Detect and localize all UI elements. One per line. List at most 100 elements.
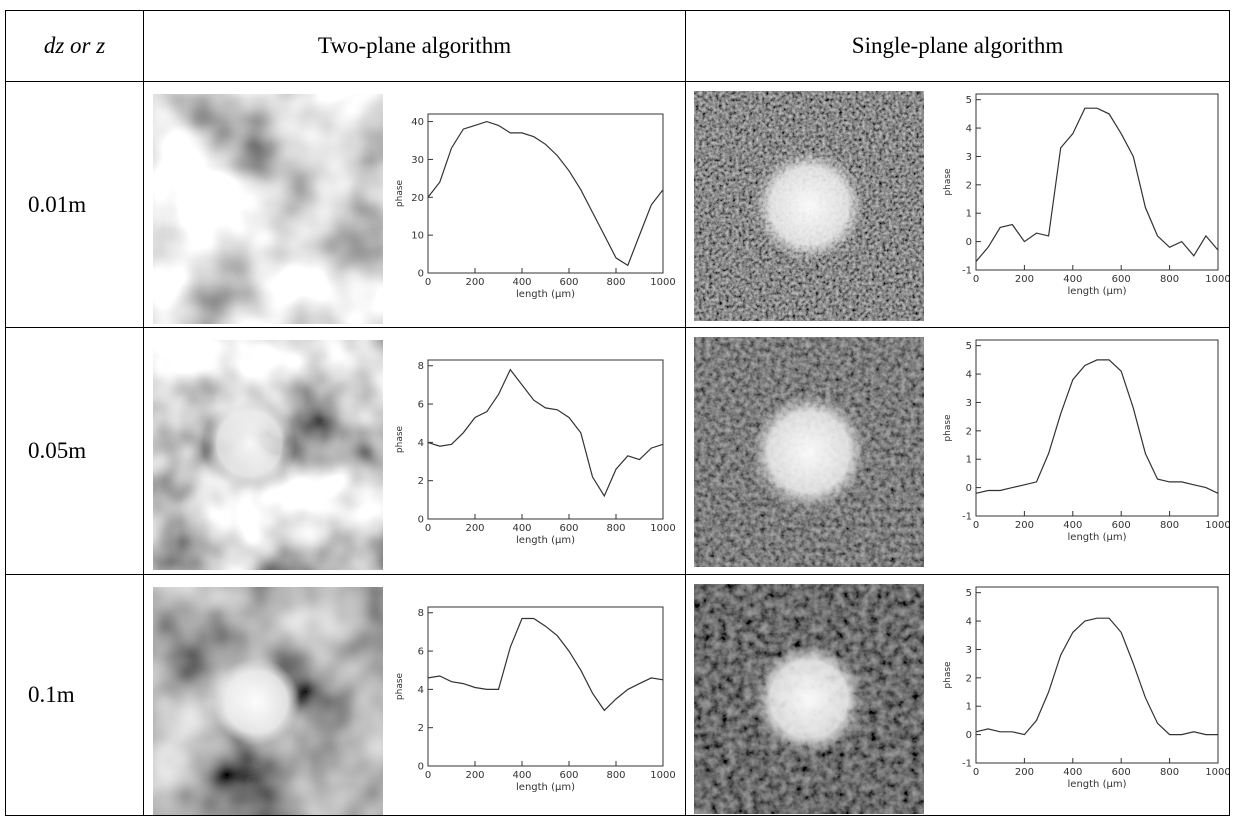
x-tick-label: 200 — [465, 770, 484, 781]
plot-frame — [975, 93, 1219, 271]
y-tick-label: -1 — [962, 512, 972, 523]
y-tick-label: 5 — [966, 588, 972, 599]
figure-cell: 0 200 400 600 800 1000 -1 0 1 2 3 4 5 length (μm) phas… — [685, 327, 1230, 575]
x-tick-label: 200 — [1015, 520, 1034, 531]
y-axis-label: phase — [395, 425, 405, 453]
y-tick-label: 4 — [966, 617, 972, 628]
table-body: dz or z Two-plane algorithm Single-plane… — [5, 10, 1230, 816]
x-tick-label: 0 — [425, 523, 431, 534]
figure-panel: 0 200 400 600 800 1000 0 2 4 6 8 length (μm) phase — [153, 340, 676, 570]
y-tick-label: -1 — [962, 266, 972, 277]
x-tick-label: 0 — [973, 520, 979, 531]
y-tick-label: 3 — [966, 152, 972, 163]
row-label: 0.05m — [5, 327, 144, 575]
plot-frame — [975, 339, 1219, 517]
x-axis-label: length (μm) — [516, 289, 575, 300]
y-tick-label: 4 — [966, 124, 972, 135]
row-label: 0.01m — [5, 81, 144, 328]
x-tick-label: 1000 — [650, 277, 675, 288]
phase-object — [754, 151, 864, 261]
y-tick-label: 10 — [411, 231, 424, 242]
y-tick-label: 5 — [966, 95, 972, 106]
table-row: 0.1m 0 200 400 600 800 1000 0 2 4 6 8 length (μm) pha… — [5, 574, 1230, 816]
header-cell: Single-plane algorithm — [685, 10, 1230, 82]
results-table: dz or z Two-plane algorithm Single-plane… — [5, 10, 1230, 816]
y-tick-label: 0 — [966, 730, 972, 741]
x-tick-label: 400 — [512, 523, 531, 534]
x-tick-label: 800 — [606, 770, 625, 781]
y-tick-label: 4 — [966, 370, 972, 381]
x-tick-label: 0 — [425, 277, 431, 288]
y-tick-label: 20 — [411, 193, 424, 204]
plot-frame — [427, 606, 664, 767]
x-tick-label: 1000 — [650, 523, 675, 534]
x-tick-label: 200 — [465, 523, 484, 534]
phase-profile — [975, 617, 1218, 736]
header-row: dz or z Two-plane algorithm Single-plane… — [5, 10, 1230, 82]
y-axis-label: phase — [943, 414, 953, 442]
phase-profile — [427, 120, 664, 267]
figure-panel: 0 200 400 600 800 1000 0 10 20 30 40 length (μm) pha… — [153, 94, 676, 324]
y-tick-label: 1 — [966, 702, 972, 713]
phase-profile — [427, 368, 664, 498]
x-tick-label: 600 — [1112, 767, 1131, 778]
x-axis-label: length (μm) — [1068, 779, 1127, 790]
y-tick-label: 5 — [966, 341, 972, 352]
x-tick-label: 800 — [1160, 274, 1179, 285]
x-tick-label: 600 — [559, 277, 578, 288]
phase-image — [153, 94, 383, 324]
phase-profile — [975, 359, 1219, 494]
y-tick-label: 4 — [418, 438, 424, 449]
y-axis-label: phase — [395, 179, 405, 207]
y-tick-label: 2 — [966, 426, 972, 437]
figure-cell: 0 200 400 600 800 1000 -1 0 1 2 3 4 5 length (μm) phas… — [685, 81, 1230, 328]
y-tick-label: 3 — [966, 645, 972, 656]
x-tick-label: 0 — [973, 767, 979, 778]
x-tick-label: 1000 — [1205, 520, 1229, 531]
x-axis-label: length (μm) — [516, 782, 575, 793]
x-tick-label: 600 — [559, 770, 578, 781]
y-tick-label: 2 — [418, 476, 424, 487]
x-tick-label: 600 — [1112, 274, 1131, 285]
y-axis-label: phase — [395, 672, 405, 700]
row-label: 0.1m — [5, 574, 144, 816]
phase-profile — [975, 107, 1219, 262]
x-tick-label: 200 — [465, 277, 484, 288]
x-tick-label: 200 — [1015, 767, 1034, 778]
x-tick-label: 600 — [559, 523, 578, 534]
y-tick-label: -1 — [962, 759, 972, 770]
x-tick-label: 400 — [1063, 767, 1082, 778]
x-axis-label: length (μm) — [1068, 532, 1127, 543]
y-tick-label: 2 — [966, 673, 972, 684]
x-tick-label: 800 — [1160, 520, 1179, 531]
y-tick-label: 40 — [411, 117, 424, 128]
phase-object — [212, 658, 301, 746]
x-tick-label: 400 — [1063, 520, 1082, 531]
y-tick-label: 3 — [966, 398, 972, 409]
x-tick-label: 200 — [1015, 274, 1034, 285]
x-tick-label: 1000 — [1205, 274, 1229, 285]
y-tick-label: 30 — [411, 155, 424, 166]
plot-frame — [427, 113, 664, 274]
phase-object — [754, 644, 864, 754]
header-cell: dz or z — [5, 10, 144, 82]
x-tick-label: 1000 — [1205, 767, 1229, 778]
phase-object — [203, 397, 296, 490]
plot-frame — [975, 586, 1219, 764]
y-tick-label: 2 — [966, 180, 972, 191]
y-tick-label: 0 — [418, 515, 424, 526]
figure-cell: 0 200 400 600 800 1000 -1 0 1 2 3 4 5 length (μm) phas… — [685, 574, 1230, 816]
y-tick-label: 1 — [966, 209, 972, 220]
phase-profile — [427, 617, 664, 712]
page: dz or z Two-plane algorithm Single-plane… — [5, 10, 1230, 816]
x-tick-label: 400 — [1063, 274, 1082, 285]
y-tick-label: 0 — [966, 237, 972, 248]
y-tick-label: 2 — [418, 723, 424, 734]
y-tick-label: 8 — [418, 608, 424, 619]
x-tick-label: 600 — [1112, 520, 1131, 531]
y-axis-label: phase — [943, 661, 953, 689]
x-axis-label: length (μm) — [516, 535, 575, 546]
y-tick-label: 6 — [418, 647, 424, 658]
